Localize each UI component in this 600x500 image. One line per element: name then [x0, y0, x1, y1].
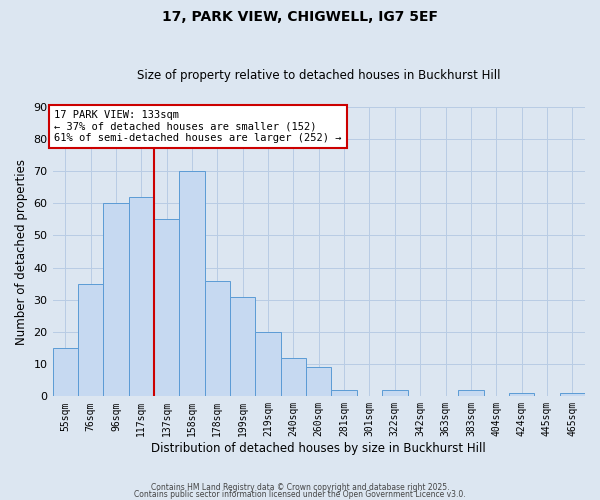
Title: Size of property relative to detached houses in Buckhurst Hill: Size of property relative to detached ho…: [137, 69, 500, 82]
Bar: [154, 220, 179, 396]
Text: Contains public sector information licensed under the Open Government Licence v3: Contains public sector information licen…: [134, 490, 466, 499]
Bar: [560, 393, 585, 396]
Bar: [179, 171, 205, 396]
Text: 17, PARK VIEW, CHIGWELL, IG7 5EF: 17, PARK VIEW, CHIGWELL, IG7 5EF: [162, 10, 438, 24]
Bar: [128, 197, 154, 396]
Bar: [281, 358, 306, 397]
Bar: [256, 332, 281, 396]
Y-axis label: Number of detached properties: Number of detached properties: [15, 158, 28, 344]
Bar: [205, 280, 230, 396]
Text: Contains HM Land Registry data © Crown copyright and database right 2025.: Contains HM Land Registry data © Crown c…: [151, 484, 449, 492]
Bar: [78, 284, 103, 397]
Bar: [306, 368, 331, 396]
Bar: [458, 390, 484, 396]
Bar: [509, 393, 534, 396]
Bar: [382, 390, 407, 396]
Bar: [53, 348, 78, 397]
Bar: [331, 390, 357, 396]
Bar: [230, 296, 256, 396]
Text: 17 PARK VIEW: 133sqm
← 37% of detached houses are smaller (152)
61% of semi-deta: 17 PARK VIEW: 133sqm ← 37% of detached h…: [54, 110, 341, 143]
Bar: [103, 204, 128, 396]
X-axis label: Distribution of detached houses by size in Buckhurst Hill: Distribution of detached houses by size …: [151, 442, 486, 455]
